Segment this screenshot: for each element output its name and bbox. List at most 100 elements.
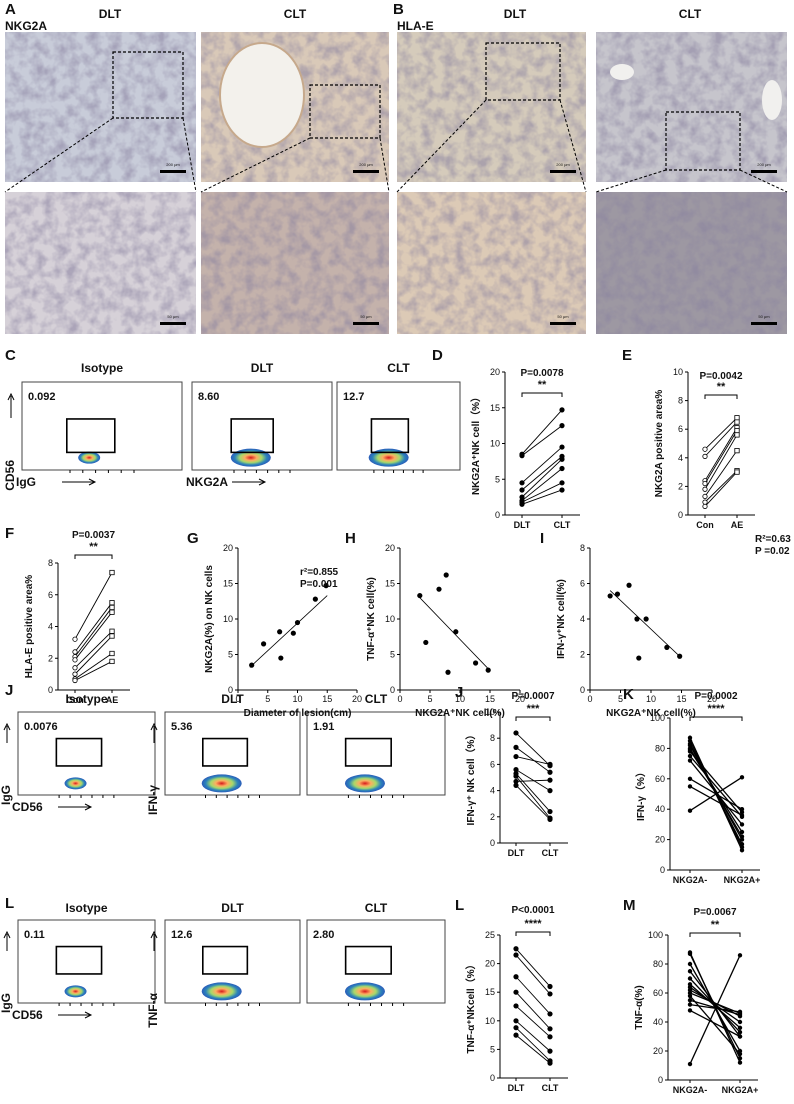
x-tick-label: 0 [235, 694, 240, 704]
pair-line [515, 769, 551, 791]
significance: **** [524, 918, 542, 930]
flow-y-label: TNF-α [146, 992, 160, 1027]
p-value: P=0.0007 [511, 691, 555, 702]
y-tick-label: 2 [580, 650, 585, 660]
data-point [614, 591, 621, 597]
data-point [513, 782, 519, 788]
data-point [702, 503, 708, 510]
data-point [547, 769, 553, 775]
pair-line [515, 779, 551, 782]
scale-bar [353, 322, 379, 325]
y-tick-label: 0 [228, 685, 233, 695]
x-axis-label: NKG2A⁺NK cell(%) [606, 708, 696, 719]
y-tick-label: 10 [485, 1016, 495, 1026]
y-tick-label: 2 [678, 481, 683, 491]
data-point [734, 432, 740, 438]
data-point [559, 480, 565, 486]
y-tick-label: 5 [490, 1044, 495, 1054]
data-point [687, 1002, 693, 1007]
data-point [739, 834, 745, 839]
zoom-guide [559, 99, 587, 193]
pair-line [521, 458, 563, 498]
pair-line [704, 450, 738, 497]
data-point [687, 951, 693, 957]
gate [55, 737, 103, 767]
pair-line [515, 948, 551, 987]
y-axis-label: IFN-γ（%） [634, 767, 647, 821]
data-point [664, 644, 670, 651]
y-tick-label: 4 [678, 453, 683, 463]
y-tick-label: 6 [678, 424, 683, 434]
data-point [547, 787, 553, 794]
flow-title: DLT [221, 901, 244, 915]
pair-line [74, 602, 113, 653]
bracket [521, 392, 563, 397]
x-tick-label: Con [696, 520, 714, 530]
pair-line [689, 983, 741, 1029]
micrograph-texture [397, 32, 586, 182]
x-tick-label: 20 [352, 694, 362, 704]
data-point [72, 677, 78, 684]
data-point [513, 989, 519, 995]
y-tick-label: 20 [655, 835, 665, 845]
data-point [547, 1034, 553, 1040]
significance: ** [538, 379, 547, 391]
y-tick-label: 5 [495, 474, 500, 484]
pair-line [515, 756, 551, 765]
zoom-guide [595, 169, 667, 193]
x-tick-label: 20 [515, 694, 525, 704]
bracket [704, 394, 738, 399]
flow-plot [21, 381, 183, 471]
lumen [219, 42, 305, 148]
scale-bar-label: 200 μm [556, 162, 570, 167]
scale-bar-label: 50 μm [557, 314, 569, 319]
zoom-guide [4, 117, 114, 193]
scale-bar [353, 170, 379, 173]
x-tick-label: CLT [542, 1083, 559, 1093]
p-value: P<0.0001 [511, 905, 555, 916]
x-tick-label: 0 [587, 694, 592, 704]
data-point [734, 419, 740, 425]
cell-population [78, 451, 101, 464]
p-value: P=0.0067 [693, 907, 737, 918]
pair-line [521, 446, 563, 484]
data-point [109, 650, 115, 657]
flow-title: Isotype [65, 692, 107, 706]
data-point [559, 423, 565, 429]
data-point [687, 1008, 693, 1013]
data-point [72, 671, 78, 677]
lumen [610, 64, 634, 80]
bracket [689, 716, 743, 721]
panel-label: J [5, 682, 13, 699]
data-point [519, 501, 525, 507]
gate [344, 945, 392, 975]
y-tick-label: 15 [223, 579, 233, 589]
panel-label: F [5, 525, 14, 542]
y-tick-label: 6 [48, 590, 53, 600]
p-value: P=0.0037 [72, 530, 116, 541]
flow-title: Isotype [81, 361, 123, 375]
flow-title: Isotype [65, 901, 107, 915]
significance: **** [707, 703, 725, 715]
data-point [290, 630, 296, 636]
data-point [734, 415, 740, 421]
annotation: r²=0.855 [300, 567, 339, 578]
pair-line [704, 430, 738, 484]
panel-label: L [455, 897, 464, 914]
data-point [739, 829, 745, 835]
flow-title: DLT [251, 361, 274, 375]
data-point [634, 616, 640, 622]
pair-line [689, 986, 741, 1023]
data-point [687, 976, 693, 981]
pair-line [704, 434, 738, 490]
y-axis-label: TNF-α(%) [634, 985, 645, 1029]
y-tick-label: 25 [485, 930, 495, 940]
column-title: CLT [284, 7, 307, 21]
y-tick-label: 0 [580, 685, 585, 695]
data-point [636, 655, 642, 661]
pair-line [515, 1027, 551, 1062]
flow-x-label: NKG2A [186, 475, 228, 489]
data-point [687, 808, 693, 813]
data-point [547, 816, 553, 823]
